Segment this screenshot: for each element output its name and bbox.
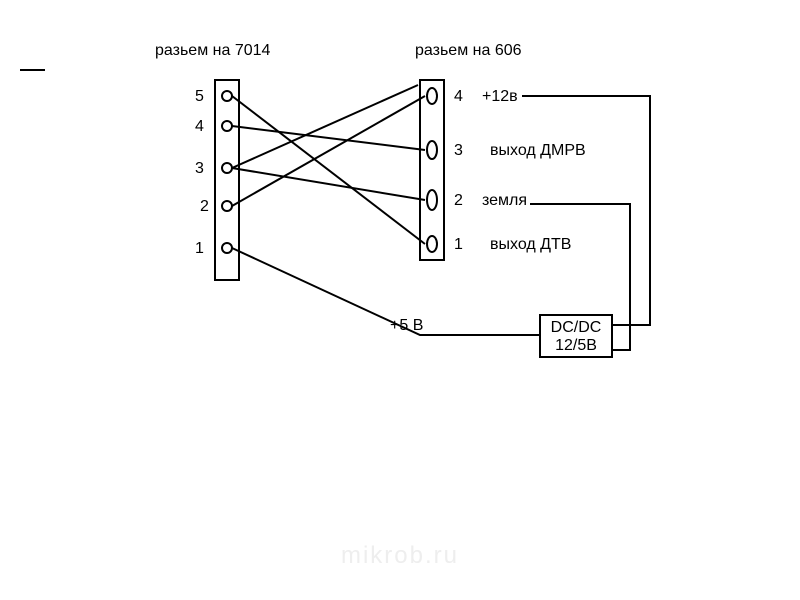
svg-text:12/5В: 12/5В — [555, 337, 597, 354]
svg-text:разьем на 7014: разьем на 7014 — [155, 42, 271, 59]
svg-text:DC/DC: DC/DC — [551, 319, 602, 336]
svg-text:+12в: +12в — [482, 88, 518, 105]
svg-text:выход ДМРВ: выход ДМРВ — [490, 142, 586, 159]
svg-text:5: 5 — [195, 88, 204, 105]
svg-text:2: 2 — [454, 192, 463, 209]
svg-text:4: 4 — [454, 88, 463, 105]
svg-text:4: 4 — [195, 118, 204, 135]
wiring-diagram: разьем на 7014 5 4 3 2 1 разьем на 606 4 +12в 3 вы… — [0, 0, 800, 600]
svg-text:земля: земля — [482, 192, 527, 209]
svg-text:2: 2 — [200, 198, 209, 215]
svg-text:разьем на 606: разьем на 606 — [415, 42, 522, 59]
svg-text:3: 3 — [195, 160, 204, 177]
svg-text:+5 В: +5 В — [390, 317, 423, 334]
svg-text:1: 1 — [454, 236, 463, 253]
svg-text:1: 1 — [195, 240, 204, 257]
svg-text:выход ДТВ: выход ДТВ — [490, 236, 571, 253]
svg-text:3: 3 — [454, 142, 463, 159]
